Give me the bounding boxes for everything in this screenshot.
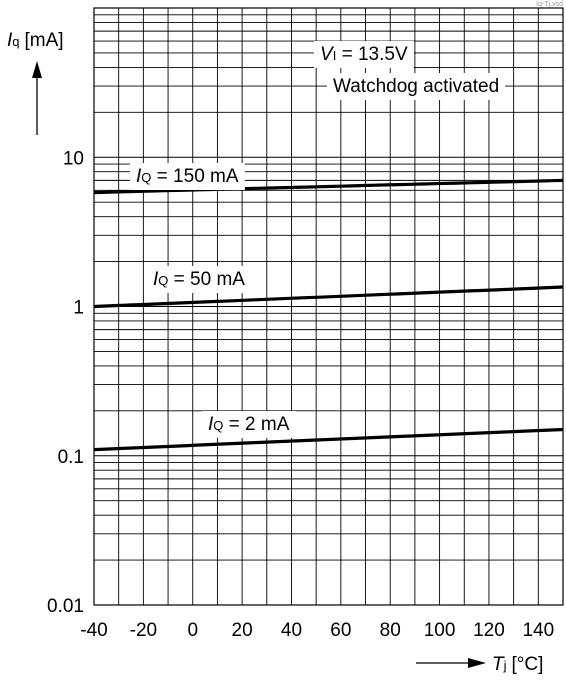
x-tick-label: -40 (80, 620, 107, 641)
file-tag: Iq-Tj.vsd (536, 1, 563, 8)
y-tick-label: 1 (73, 298, 84, 319)
x-tick-label: 40 (281, 620, 302, 641)
series-label-1: IQ = 50 mA (153, 269, 245, 290)
x-axis-title: Tj [°C] (492, 654, 543, 675)
y-tick-label: 0.01 (47, 596, 84, 617)
y-tick-label: 0.1 (58, 447, 84, 468)
condition-watchdog: Watchdog activated (333, 76, 499, 97)
label-background (327, 73, 506, 100)
x-tick-label: 120 (473, 620, 505, 641)
labels: IQ = 150 mA IQ = 50 mA IQ = 2 mA VI = 13.5V… (130, 41, 506, 438)
y-tick-label: 10 (63, 148, 84, 169)
series-line-1 (93, 285, 564, 309)
y-axis-title: Iq [mA] (7, 30, 64, 51)
condition-vi: VI = 13.5V (320, 44, 408, 65)
grid (93, 8, 564, 606)
y-axis-arrow-icon (32, 61, 42, 78)
curves (93, 178, 564, 452)
label-background (130, 163, 245, 190)
tick-labels: 0.01 0.1 1 10 -40 -20 0 20 40 60 80 100 120 140 (47, 148, 554, 641)
label-background (202, 411, 296, 438)
plot-frame (93, 7, 564, 606)
x-tick-label: 80 (380, 620, 401, 641)
label-background (147, 266, 252, 293)
x-tick-label: 100 (424, 620, 456, 641)
x-tick-label: 20 (232, 620, 253, 641)
x-tick-label: 0 (187, 620, 198, 641)
label-background (314, 41, 414, 68)
x-tick-label: 140 (522, 620, 554, 641)
series-label-0: IQ = 150 mA (136, 166, 239, 187)
x-tick-label: -20 (130, 620, 157, 641)
series-label-2: IQ = 2 mA (208, 414, 290, 435)
series-line-2 (93, 427, 564, 452)
x-tick-label: 60 (330, 620, 351, 641)
axis-titles: Iq [mA] Tj [°C] (7, 30, 543, 675)
series-line-0 (93, 178, 564, 195)
x-axis-arrow-icon (468, 658, 486, 668)
